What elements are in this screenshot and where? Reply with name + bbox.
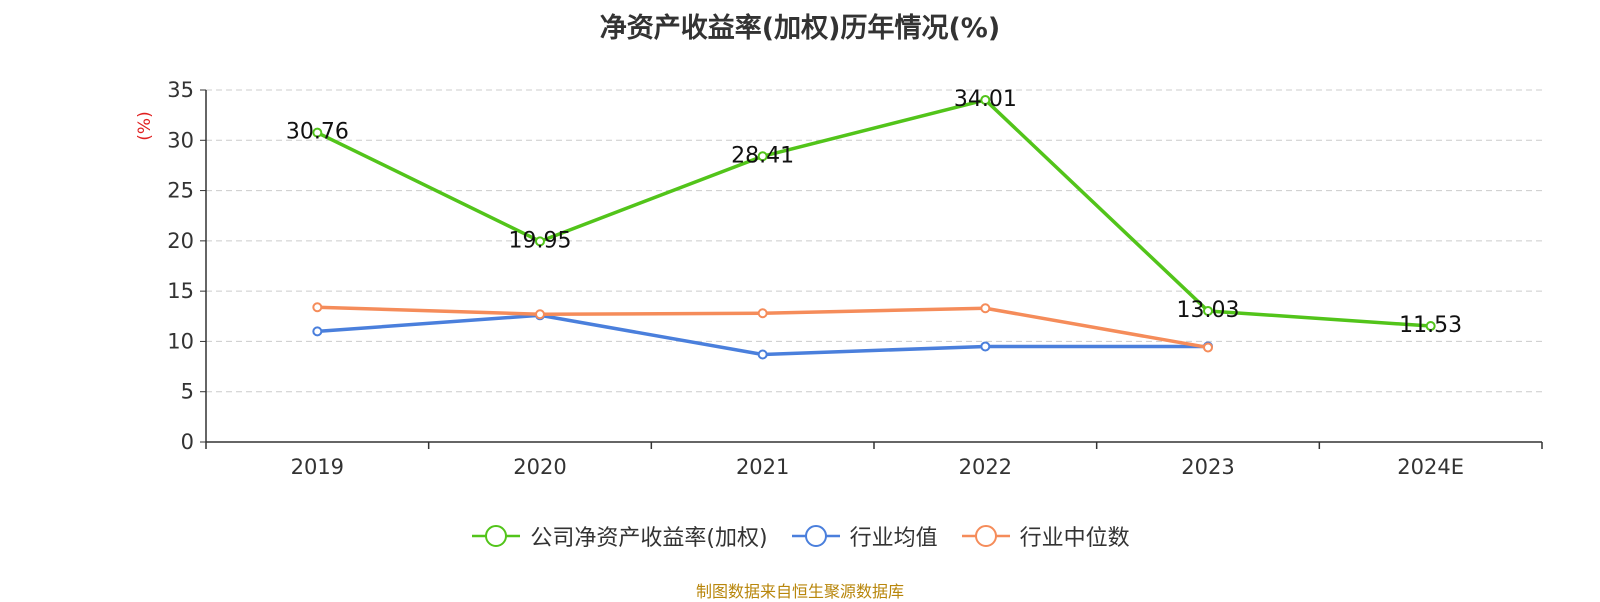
y-axis-label: (%)	[135, 111, 155, 140]
y-tick-label: 30	[167, 128, 194, 152]
x-tick-label: 2022	[959, 455, 1012, 479]
x-tick-label: 2019	[291, 455, 344, 479]
y-tick-label: 10	[167, 329, 194, 353]
data-point	[312, 326, 323, 337]
legend-marker-icon	[961, 525, 1010, 547]
data-point	[312, 302, 323, 313]
data-point	[757, 349, 768, 360]
data-point	[535, 309, 545, 320]
x-tick-label: 2020	[513, 455, 566, 479]
y-tick-label: 20	[167, 229, 194, 253]
source-note: 制图数据来自恒生聚源数据库	[695, 582, 904, 601]
legend-item[interactable]: 行业均值	[790, 520, 938, 552]
data-point	[312, 127, 323, 138]
y-tick-label: 5	[181, 380, 194, 404]
x-tick-label: 2021	[736, 455, 789, 479]
series-line-1	[317, 313, 1208, 357]
y-tick-label: 0	[181, 430, 194, 454]
data-label: 30.76	[286, 120, 349, 145]
y-tick-label: 15	[167, 279, 194, 303]
data-label: 28.41	[731, 143, 794, 168]
data-label: 19.95	[509, 228, 572, 253]
x-tick-label: 2023	[1181, 455, 1234, 479]
data-label: 13.03	[1177, 298, 1240, 323]
data-point	[757, 308, 768, 319]
y-tick-label: 35	[167, 78, 194, 102]
legend-item[interactable]: 公司净资产收益率(加权)	[470, 520, 768, 552]
data-point	[535, 236, 545, 247]
data-point	[980, 341, 991, 352]
legend-label: 行业均值	[849, 526, 938, 551]
data-point	[980, 303, 991, 314]
data-point	[1203, 305, 1213, 316]
legend-marker-icon	[791, 525, 840, 547]
legend-item[interactable]: 行业中位数	[960, 520, 1130, 552]
y-tick-label: 25	[167, 179, 194, 203]
legend-label: 行业中位数	[1019, 526, 1130, 551]
legend-label: 公司净资产收益率(加权)	[530, 526, 768, 551]
legend-marker-icon	[472, 525, 521, 547]
data-point	[980, 94, 991, 105]
data-point	[757, 151, 768, 162]
chart-title: 净资产收益率(加权)历年情况(%)	[599, 13, 1001, 44]
data-label: 34.01	[954, 87, 1017, 112]
data-point	[1203, 342, 1213, 353]
legend: 公司净资产收益率(加权) 行业均值 行业中位数	[0, 520, 1600, 552]
x-tick-label: 2024E	[1397, 455, 1464, 479]
data-label: 11.53	[1399, 313, 1462, 338]
series-line-0	[316, 98, 1431, 328]
data-point	[1425, 321, 1436, 332]
